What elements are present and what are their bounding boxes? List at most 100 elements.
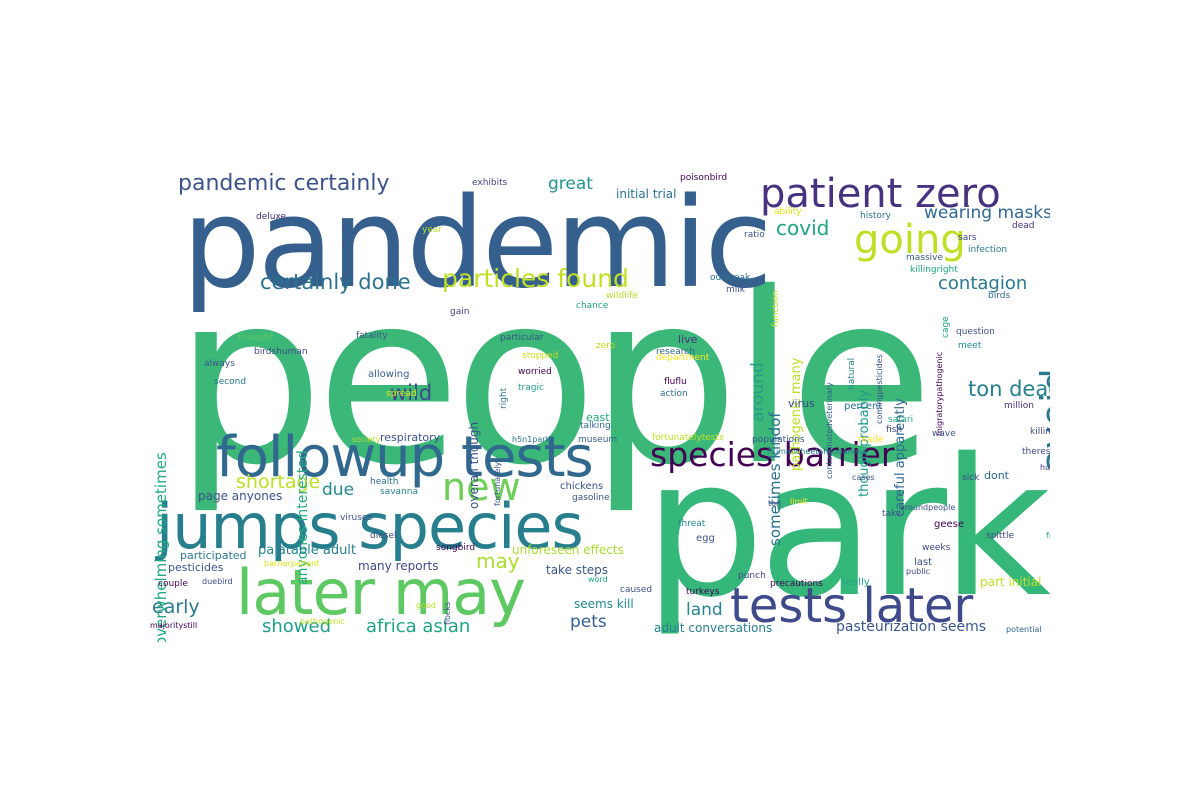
word-take-steps: take steps	[546, 563, 608, 577]
word-good: good	[416, 601, 436, 610]
word-tragic: tragic	[518, 383, 544, 393]
word-wearing-masks: wearing masks	[924, 203, 1050, 223]
word-function: function	[771, 290, 781, 327]
word-always: always	[204, 359, 235, 369]
word-fortunately: fortunately	[493, 461, 502, 506]
word-museum: museum	[578, 435, 618, 445]
word-part-initial: part initial	[980, 575, 1042, 589]
word-society: society	[352, 435, 381, 444]
word-comingpesticides: comingpesticides	[875, 354, 884, 424]
word-gain: gain	[450, 307, 470, 317]
word-killingright: killingright	[910, 265, 958, 275]
word-free: free	[1046, 531, 1050, 540]
word-followup-tests: followup tests	[216, 425, 594, 490]
word-migratorypathogenic: migratorypathogenic	[935, 351, 944, 436]
word-birds: birds	[988, 291, 1011, 301]
word-savanna: savanna	[380, 487, 418, 497]
word-people: people	[174, 242, 934, 517]
word-many-reports: many reports	[358, 559, 439, 573]
word-precautions: precautions	[770, 579, 823, 589]
word-pets: pets	[570, 612, 607, 632]
word-department: department	[656, 353, 710, 363]
word-species-barrier: species barrier	[650, 435, 895, 474]
word-research: research	[656, 347, 695, 357]
word-particular: particular	[500, 333, 544, 343]
word-shortage: shortage	[236, 471, 321, 493]
word-may: may	[476, 549, 520, 573]
word-theres: theres	[1022, 447, 1050, 457]
word-wildlife: wildlife	[606, 291, 638, 301]
word-ton: ton	[768, 499, 782, 508]
word-history: history	[860, 211, 891, 221]
word-pesticides: pesticides	[168, 561, 224, 574]
word-cloud: people pandemic park followup tests jump…	[150, 162, 1050, 642]
word-weeks: weeks	[922, 543, 951, 553]
word-infection: infection	[968, 245, 1008, 255]
word-fish: fish	[886, 425, 903, 435]
word-limit: limit	[790, 497, 808, 506]
word-outbreak: outbreak	[710, 273, 751, 283]
word-really: really	[842, 577, 870, 588]
word-certainly-done: certainly done	[260, 270, 411, 294]
word-fatality: fatality	[356, 331, 388, 341]
word-percent: percent	[844, 401, 883, 412]
word-sars: sars	[958, 233, 977, 243]
word-health: health	[370, 477, 399, 487]
word-humancheetahsudanese: humancheetahsudanese	[768, 447, 867, 456]
word-couple: couple	[158, 579, 188, 589]
word-populations: populations	[752, 435, 805, 445]
word-showed: showed	[262, 616, 332, 637]
word-contagion: contagion	[938, 273, 1028, 294]
word-dead: dead	[1012, 221, 1035, 231]
word-take: take	[882, 509, 902, 519]
word-early: early	[152, 596, 200, 618]
word-sick: sick	[962, 473, 980, 483]
word-spittle: spittle	[986, 531, 1014, 541]
word-flocks: flocks	[443, 601, 452, 625]
word-dont: dont	[984, 469, 1009, 482]
word-songbird: songbird	[436, 543, 476, 553]
word-around: around	[748, 362, 768, 422]
word-later-may: later may	[236, 556, 526, 629]
word-exhibits: exhibits	[472, 178, 508, 188]
word-threat: threat	[678, 519, 706, 529]
word-allowing: allowing	[368, 369, 410, 380]
word-milk: milk	[726, 285, 745, 295]
word-punch: punch	[738, 571, 766, 581]
word-meet: meet	[958, 341, 982, 351]
word-chickens: chickens	[560, 481, 604, 492]
word-aroundpeople: aroundpeople	[900, 503, 956, 512]
word-park: park	[644, 418, 1050, 639]
word-new: new	[442, 465, 521, 509]
word-jumps-species: jumps species	[156, 490, 584, 563]
word-zero: zero	[596, 341, 616, 351]
word-massive: massive	[906, 253, 944, 263]
word-page-anyones: page anyones	[198, 489, 283, 503]
word-ratio: ratio	[744, 230, 765, 240]
word-potential: potential	[1006, 625, 1042, 634]
word-pandemic-certainly: pandemic certainly	[178, 171, 390, 196]
word-cage: cage	[941, 316, 951, 338]
word-wave: wave	[932, 429, 956, 439]
word-sometimes-kindof: sometimes kindof	[766, 412, 784, 546]
word-majoritystill: majoritystill	[150, 621, 198, 630]
word-tests-later: tests later	[730, 578, 974, 634]
word-east: east	[586, 411, 610, 424]
word-initial-trial: initial trial	[616, 187, 677, 201]
word-worried: worried	[518, 367, 552, 377]
word-participated: participated	[180, 549, 247, 562]
word-diesel: diesel	[370, 531, 397, 541]
word-action: action	[660, 389, 688, 399]
word-public: public	[906, 567, 931, 576]
word-ability: ability	[774, 207, 802, 217]
word-patient-zero: patient zero	[760, 171, 1001, 217]
word-turkeys: turkeys	[686, 587, 720, 597]
word-duebird: duebird	[202, 577, 233, 586]
word-spread: spread	[386, 389, 417, 399]
word-adult-conversations: adult conversations	[654, 621, 773, 635]
word-unforeseen-effects: unforeseen effects	[512, 543, 624, 557]
word-fortunatelytests: fortunatelytests	[652, 433, 724, 443]
word-seems-kill: seems kill	[574, 597, 634, 611]
word-covid: covid	[776, 216, 830, 240]
word-talking: talking	[580, 421, 611, 431]
